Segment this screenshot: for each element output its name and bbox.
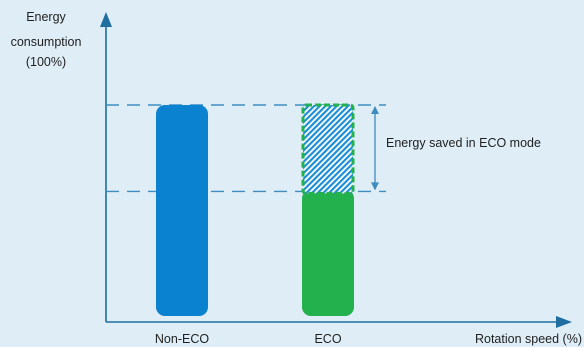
x-axis-arrow-icon — [556, 316, 572, 328]
bars — [156, 103, 355, 316]
energy-saved-annotation: Energy saved in ECO mode — [386, 136, 541, 150]
y-axis-label-line-3: (100%) — [26, 55, 66, 69]
y-axis-label-line-1: Energy — [26, 10, 66, 24]
bar-eco-saved-segment — [301, 103, 355, 195]
bracket-arrow-down-icon — [371, 182, 379, 191]
y-axis-arrow-icon — [100, 12, 112, 27]
bracket-arrow-up-icon — [371, 106, 379, 114]
bar-non-eco — [156, 105, 208, 316]
category-label-non-eco: Non-ECO — [155, 332, 209, 346]
category-label-eco: ECO — [314, 332, 341, 346]
bar-eco — [302, 189, 354, 316]
y-axis-label-line-2: consumption — [11, 35, 82, 49]
x-axis-label: Rotation speed (%) — [475, 332, 582, 346]
